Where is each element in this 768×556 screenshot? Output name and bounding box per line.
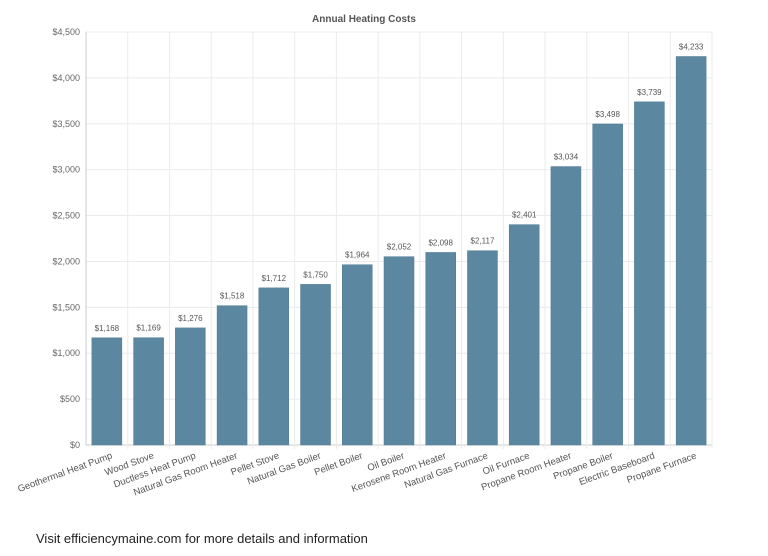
- bar: [467, 250, 498, 446]
- bar: [258, 287, 290, 446]
- data-label: $1,964: [345, 251, 370, 260]
- data-label: $1,276: [178, 314, 203, 323]
- y-tick-label: $3,500: [52, 119, 80, 129]
- bar: [592, 123, 623, 446]
- bar: [216, 305, 248, 446]
- bar: [425, 252, 456, 446]
- y-tick-label: $1,500: [52, 302, 80, 312]
- data-label: $2,052: [387, 243, 412, 252]
- y-tick-label: $4,500: [52, 27, 80, 37]
- data-label: $1,712: [262, 274, 287, 283]
- footer-text: Visit efficiencymaine.com for more detai…: [36, 531, 368, 546]
- y-tick-label: $4,000: [52, 73, 80, 83]
- data-label: $4,233: [679, 43, 704, 52]
- bar: [175, 327, 206, 446]
- bar: [383, 256, 415, 446]
- data-label: $2,117: [471, 237, 495, 246]
- bar: [91, 337, 123, 446]
- y-tick-label: $3,000: [52, 165, 80, 175]
- data-label: $1,518: [220, 292, 245, 301]
- bar-chart: Annual Heating Costs $0 $500 $1,000 $1,500 $…: [16, 14, 713, 498]
- data-label: $2,098: [428, 238, 453, 247]
- y-tick-label: $500: [60, 394, 80, 404]
- chart-title: Annual Heating Costs: [312, 14, 416, 25]
- data-label: $3,739: [637, 88, 662, 97]
- bar: [675, 56, 707, 446]
- y-tick-label: $0: [70, 440, 80, 450]
- y-tick-label: $1,000: [52, 348, 80, 358]
- data-label: $1,168: [95, 324, 120, 333]
- y-tick-label: $2,000: [52, 256, 80, 266]
- data-label: $3,498: [595, 110, 620, 119]
- bar: [550, 166, 582, 446]
- x-tick-label: Pellet Boiler: [313, 450, 364, 478]
- data-label: $2,401: [512, 211, 537, 220]
- x-tick-label: Geothermal Heat Pump: [16, 450, 114, 494]
- bar: [634, 101, 665, 446]
- bar: [300, 284, 331, 446]
- data-label: $1,750: [303, 270, 328, 279]
- bar: [508, 224, 540, 446]
- data-label: $3,034: [554, 153, 579, 162]
- bar: [133, 337, 164, 446]
- data-label: $1,169: [136, 324, 161, 333]
- bar: [342, 264, 373, 446]
- y-tick-label: $2,500: [52, 211, 80, 221]
